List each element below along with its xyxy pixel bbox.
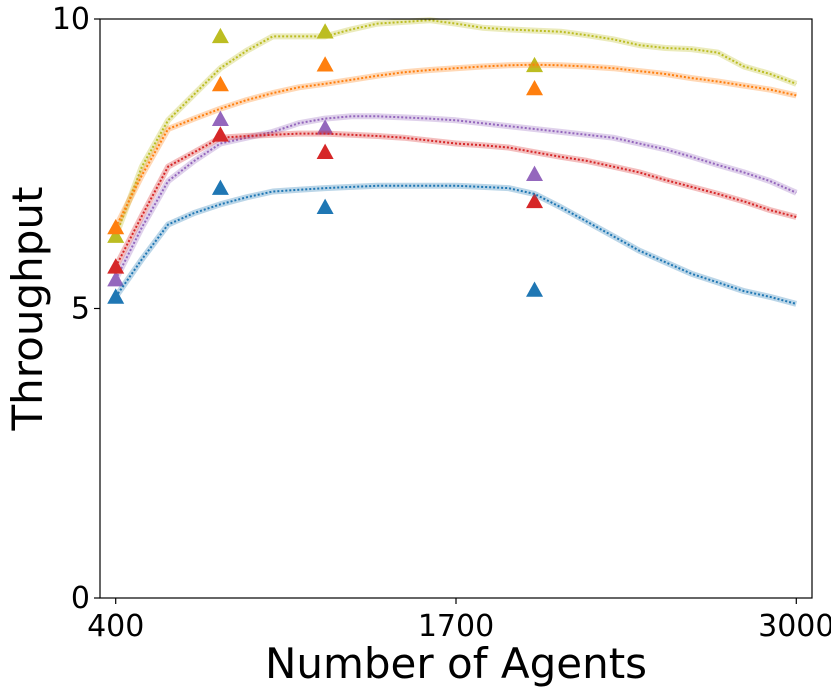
y-tick-label: 10 (52, 2, 90, 37)
triangle-marker (526, 165, 544, 181)
series-line (114, 184, 797, 305)
series-line (114, 115, 797, 280)
axis-ticks: 400 1700 3000 0 5 10 (52, 2, 831, 644)
y-tick-label: 0 (71, 581, 90, 616)
series-line (114, 19, 797, 237)
triangle-marker (316, 56, 334, 72)
triangle-marker (107, 288, 125, 304)
triangle-marker (211, 179, 229, 195)
series-line (114, 132, 797, 268)
series-3 (107, 110, 798, 287)
plot-area (107, 17, 798, 307)
series-band (113, 182, 798, 307)
triangle-marker (316, 23, 334, 39)
series-4 (107, 126, 798, 274)
x-tick-label: 3000 (758, 609, 831, 644)
triangle-marker (107, 271, 125, 287)
series-1 (107, 17, 798, 243)
triangle-marker (211, 110, 229, 126)
series-band (113, 130, 798, 269)
triangle-marker (316, 198, 334, 214)
triangle-marker (211, 126, 229, 142)
triangle-marker (211, 27, 229, 44)
x-axis-title: Number of Agents (265, 639, 647, 688)
series-5 (107, 179, 798, 307)
triangle-marker (211, 75, 229, 92)
y-tick-label: 5 (71, 292, 90, 327)
plot-frame (99, 18, 813, 599)
triangle-marker (107, 258, 125, 274)
triangle-marker (526, 192, 544, 209)
triangle-marker (107, 227, 125, 243)
triangle-marker (107, 218, 125, 235)
x-tick-label: 1700 (418, 609, 494, 644)
x-tick-label: 400 (87, 609, 144, 644)
triangle-marker (316, 143, 334, 159)
y-axis-title: Throughput (3, 187, 52, 432)
triangle-marker (526, 281, 544, 297)
triangle-marker (316, 119, 334, 135)
series-line (114, 63, 797, 228)
triangle-marker (526, 56, 544, 73)
series-2 (107, 56, 797, 235)
triangle-marker (526, 79, 544, 96)
